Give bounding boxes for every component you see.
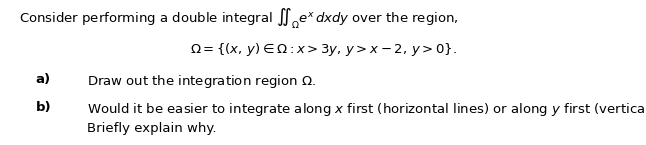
Text: Draw out the integration region $\Omega$.: Draw out the integration region $\Omega$… [87,72,316,89]
Text: Consider performing a double integral $\iint_{\Omega} e^x\,dxdy$ over the region: Consider performing a double integral $\… [19,6,459,31]
Text: $\Omega = \{(x,\, y) \in \Omega : x > 3y,\, y > x - 2,\, y > 0\}.$: $\Omega = \{(x,\, y) \in \Omega : x > 3y… [189,41,457,58]
Text: a): a) [36,72,50,86]
Text: Briefly explain why.: Briefly explain why. [87,122,216,135]
Text: b): b) [36,102,51,115]
Text: Would it be easier to integrate along $x$ first (horizontal lines) or along $y$ : Would it be easier to integrate along $x… [87,102,646,118]
